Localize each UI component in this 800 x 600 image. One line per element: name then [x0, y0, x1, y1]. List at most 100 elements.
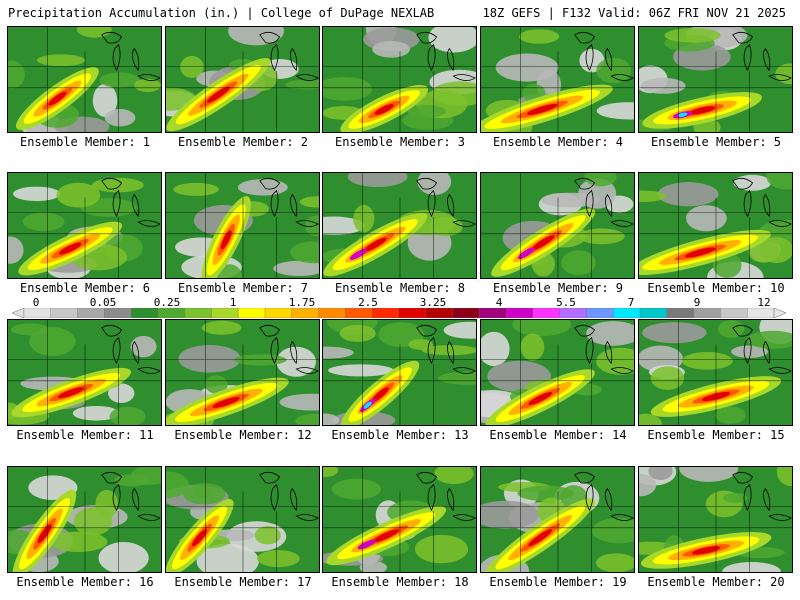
member-label: Ensemble Member: 16	[16, 575, 154, 589]
colorbar-segment	[693, 308, 721, 318]
colorbar-segment	[264, 308, 293, 318]
colorbar-tick-label: 4	[495, 296, 503, 309]
map-panel	[7, 466, 162, 573]
map-panel	[638, 466, 793, 573]
colorbar-tick-label: 7	[627, 296, 635, 309]
map-panel	[322, 172, 477, 279]
member-label: Ensemble Member: 1	[19, 135, 151, 149]
colorbar-segment	[720, 308, 748, 318]
colorbar-segment	[586, 308, 614, 318]
colorbar-segment	[372, 308, 400, 318]
map-panel	[322, 319, 477, 426]
precip-map	[639, 467, 792, 572]
precip-map	[166, 27, 319, 132]
map-panel	[7, 172, 162, 279]
map-panel	[638, 172, 793, 279]
colorbar-tick-label: 9	[693, 296, 701, 309]
member-label: Ensemble Member: 5	[650, 135, 782, 149]
member-label: Ensemble Member: 4	[492, 135, 624, 149]
map-panel	[480, 319, 635, 426]
colorbar-tick-label: 0	[32, 296, 40, 309]
colorbar-segment	[425, 308, 453, 318]
colorbar-segment	[666, 308, 694, 318]
map-panel	[165, 172, 320, 279]
member-label: Ensemble Member: 11	[16, 428, 154, 442]
map-panel	[7, 319, 162, 426]
member-label: Ensemble Member: 7	[177, 281, 309, 295]
run-info: 18Z GEFS | F132 Valid: 06Z FRI NOV 21 20…	[482, 6, 786, 20]
precip-map	[639, 173, 792, 278]
colorbar-tick-label: 0.25	[153, 296, 181, 309]
chart-title: Precipitation Accumulation (in.) | Colle…	[8, 6, 435, 20]
colorbar-segment	[184, 308, 212, 318]
colorbar-segment	[130, 308, 159, 318]
map-panel	[322, 26, 477, 133]
map-panel	[480, 172, 635, 279]
colorbar-segment	[505, 308, 534, 318]
member-label: Ensemble Member: 6	[19, 281, 151, 295]
colorbar-tick-label: 5.5	[556, 296, 576, 309]
member-label: Ensemble Member: 20	[647, 575, 785, 589]
precip-map	[639, 27, 792, 132]
colorbar-segment	[211, 308, 239, 318]
map-panel	[638, 26, 793, 133]
member-label: Ensemble Member: 12	[174, 428, 312, 442]
map-panel	[7, 26, 162, 133]
colorbar-tick-label: 12	[757, 296, 771, 309]
member-label: Ensemble Member: 8	[334, 281, 466, 295]
map-panel	[480, 26, 635, 133]
colorbar-segment	[318, 308, 346, 318]
precip-map	[323, 320, 476, 425]
precip-map	[8, 467, 161, 572]
precip-map	[323, 27, 476, 132]
colorbar-segment	[77, 308, 105, 318]
colorbar-arrow-right	[773, 308, 786, 318]
precip-map	[323, 467, 476, 572]
member-label: Ensemble Member: 9	[492, 281, 624, 295]
precip-map	[166, 320, 319, 425]
map-panel	[165, 26, 320, 133]
colorbar-segment	[345, 308, 373, 318]
colorbar-segment	[398, 308, 426, 318]
member-label: Ensemble Member: 17	[174, 575, 312, 589]
colorbar-segment	[747, 308, 775, 318]
colorbar-segment	[157, 308, 185, 318]
precip-map	[481, 467, 634, 572]
precip-map	[166, 467, 319, 572]
colorbar-tick-label: 3.25	[419, 296, 447, 309]
precip-colorbar	[12, 308, 786, 318]
precip-map	[8, 173, 161, 278]
colorbar-arrow-left	[12, 308, 25, 318]
member-label: Ensemble Member: 19	[489, 575, 627, 589]
precip-map	[8, 27, 161, 132]
map-panel	[322, 466, 477, 573]
colorbar-segment	[238, 308, 266, 318]
colorbar-segment	[104, 308, 132, 318]
precip-map	[481, 320, 634, 425]
member-label: Ensemble Member: 13	[331, 428, 469, 442]
colorbar-segment	[479, 308, 507, 318]
member-label: Ensemble Member: 14	[489, 428, 627, 442]
precip-map	[8, 320, 161, 425]
precip-map	[166, 173, 319, 278]
precip-map	[481, 27, 634, 132]
map-panel	[165, 466, 320, 573]
member-label: Ensemble Member: 3	[334, 135, 466, 149]
colorbar-segment	[291, 308, 319, 318]
colorbar-tick-label: 1	[229, 296, 237, 309]
precip-map	[639, 320, 792, 425]
map-panel	[480, 466, 635, 573]
precip-map	[323, 173, 476, 278]
colorbar-segment	[23, 308, 51, 318]
colorbar-segment	[559, 308, 587, 318]
colorbar-segment	[452, 308, 480, 318]
map-panel	[165, 319, 320, 426]
colorbar-segment	[613, 308, 641, 318]
colorbar-segment	[50, 308, 78, 318]
member-label: Ensemble Member: 2	[177, 135, 309, 149]
colorbar-segment	[639, 308, 668, 318]
colorbar-segment	[532, 308, 560, 318]
member-label: Ensemble Member: 15	[647, 428, 785, 442]
member-label: Ensemble Member: 18	[331, 575, 469, 589]
colorbar-tick-label: 1.75	[288, 296, 316, 309]
